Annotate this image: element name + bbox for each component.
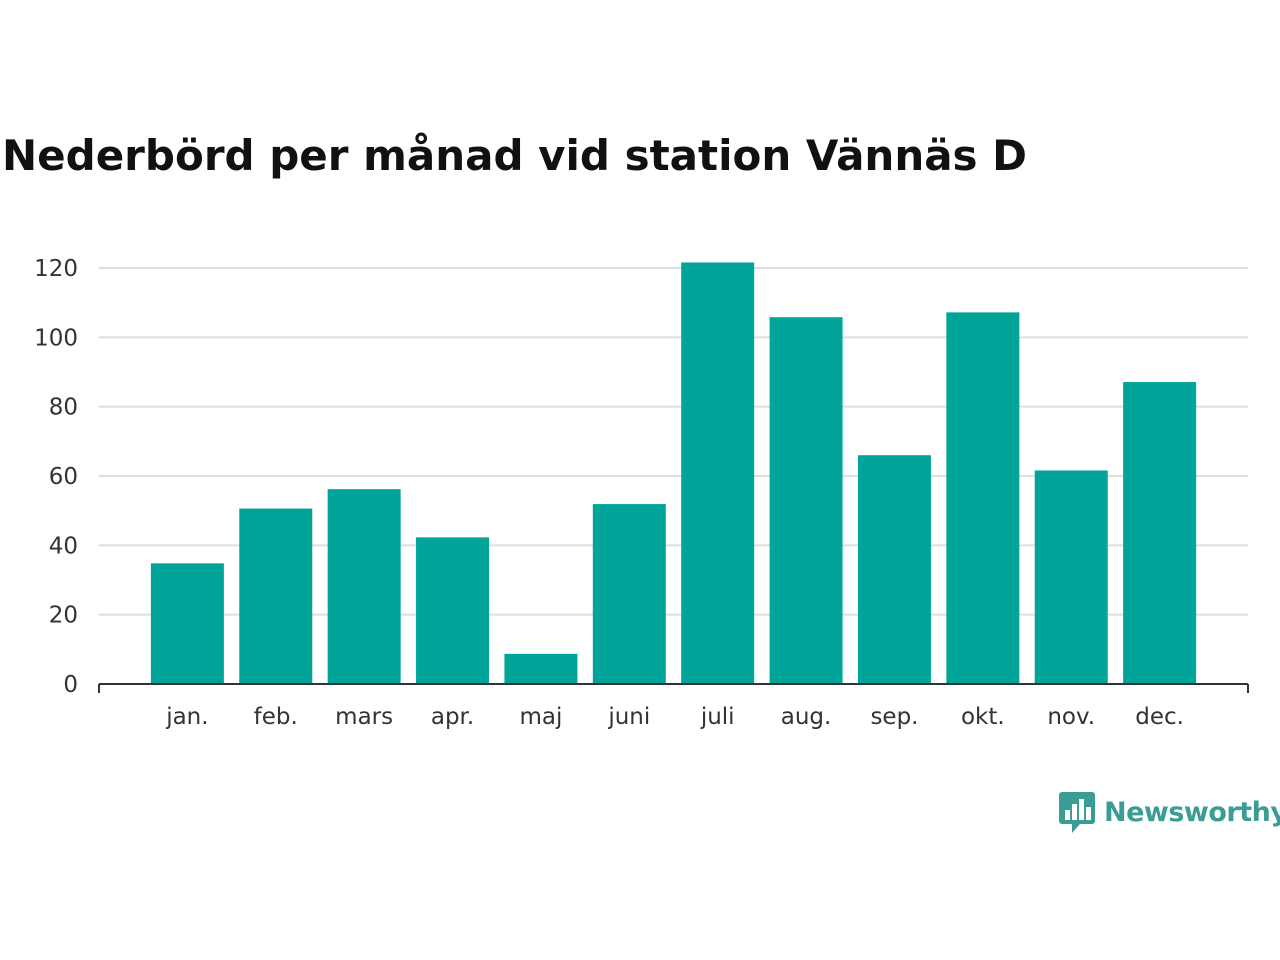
x-tick-label: maj xyxy=(519,704,562,730)
bar-maj xyxy=(504,653,578,684)
x-tick-label: nov. xyxy=(1047,704,1095,730)
y-tick-label: 40 xyxy=(49,533,78,559)
bar-nov xyxy=(1034,470,1108,684)
bar-feb xyxy=(239,508,313,684)
bar-juli xyxy=(681,262,755,684)
x-tick-label: dec. xyxy=(1135,704,1184,730)
x-tick-label: juli xyxy=(700,704,735,730)
bar-mars xyxy=(327,489,401,684)
y-tick-label: 0 xyxy=(63,672,78,698)
x-tick-label: mars xyxy=(335,704,393,730)
x-tick-label: sep. xyxy=(870,704,918,730)
brand-name: Newsworthy xyxy=(1104,796,1280,828)
newsworthy-logo: Newsworthy xyxy=(1058,790,1280,834)
bars xyxy=(150,262,1197,684)
bar-juni xyxy=(592,504,666,684)
bar-apr xyxy=(416,537,490,684)
y-tick-label: 20 xyxy=(49,603,78,629)
x-tick-label: feb. xyxy=(254,704,298,730)
x-tick-label: aug. xyxy=(781,704,832,730)
y-tick-label: 60 xyxy=(49,464,78,490)
x-tick-label: juni xyxy=(607,704,650,730)
y-tick-label: 100 xyxy=(34,325,78,351)
y-axis-ticks: 0 20 40 60 80 100 120 xyxy=(34,256,78,698)
chart-title: Nederbörd per månad vid station Vännäs D xyxy=(2,131,1028,180)
bar-jan xyxy=(150,563,224,684)
x-tick-label: jan. xyxy=(165,704,208,730)
x-tick-label: apr. xyxy=(431,704,474,730)
x-axis xyxy=(98,683,1249,693)
x-axis-tick-labels: jan. feb. mars apr. maj juni juli aug. sep. okt. n… xyxy=(165,704,1184,730)
y-tick-label: 120 xyxy=(34,256,78,282)
bar-okt xyxy=(946,312,1020,684)
bar-aug xyxy=(769,317,843,684)
y-tick-label: 80 xyxy=(49,395,78,421)
bar-sep xyxy=(857,455,931,684)
bar-dec xyxy=(1123,382,1197,684)
x-tick-label: okt. xyxy=(961,704,1005,730)
bar-chart-speech-bubble-icon xyxy=(1059,792,1095,833)
